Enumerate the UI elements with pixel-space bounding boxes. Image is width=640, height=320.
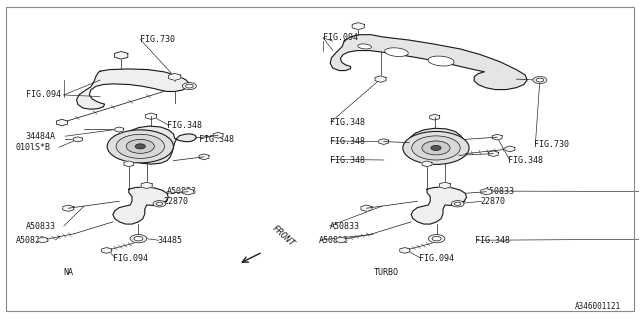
- Circle shape: [130, 235, 147, 243]
- Polygon shape: [113, 187, 168, 224]
- Text: 34485: 34485: [157, 236, 182, 245]
- Text: A50833: A50833: [26, 222, 56, 231]
- Text: 22870: 22870: [164, 197, 189, 206]
- Text: FIG.094: FIG.094: [26, 91, 61, 100]
- Polygon shape: [400, 248, 410, 253]
- Polygon shape: [375, 76, 386, 82]
- Circle shape: [533, 76, 547, 84]
- Circle shape: [432, 236, 441, 241]
- Text: 34484A: 34484A: [26, 132, 56, 141]
- Polygon shape: [505, 146, 515, 152]
- Polygon shape: [146, 113, 157, 119]
- Polygon shape: [77, 69, 189, 109]
- Circle shape: [182, 83, 196, 90]
- Polygon shape: [38, 237, 48, 243]
- Text: FIG.094: FIG.094: [113, 254, 148, 263]
- Text: FIG.348: FIG.348: [330, 137, 365, 146]
- Circle shape: [403, 132, 469, 164]
- Circle shape: [428, 235, 445, 243]
- Polygon shape: [492, 134, 502, 140]
- Text: FIG.348: FIG.348: [167, 121, 202, 130]
- Text: TURBO: TURBO: [374, 268, 399, 277]
- Circle shape: [107, 130, 173, 163]
- Circle shape: [116, 134, 164, 158]
- Circle shape: [454, 202, 461, 205]
- Polygon shape: [411, 187, 467, 224]
- Polygon shape: [213, 132, 223, 138]
- Polygon shape: [379, 139, 388, 144]
- Text: FIG.348: FIG.348: [199, 135, 234, 144]
- Polygon shape: [74, 137, 83, 142]
- Circle shape: [153, 201, 166, 207]
- Ellipse shape: [385, 48, 408, 57]
- Polygon shape: [336, 237, 346, 243]
- Circle shape: [536, 78, 543, 82]
- Text: 22870: 22870: [481, 197, 506, 206]
- Text: FIG.094: FIG.094: [419, 254, 454, 263]
- Text: A50833: A50833: [167, 187, 197, 196]
- Polygon shape: [124, 161, 134, 167]
- Text: FIG.730: FIG.730: [140, 35, 175, 44]
- Polygon shape: [102, 248, 111, 253]
- Text: A346001121: A346001121: [575, 302, 621, 311]
- Polygon shape: [115, 52, 128, 59]
- Polygon shape: [122, 126, 196, 164]
- Circle shape: [412, 136, 460, 160]
- Circle shape: [451, 201, 464, 207]
- Text: FIG.094: FIG.094: [323, 33, 358, 42]
- Polygon shape: [115, 127, 124, 132]
- Circle shape: [135, 144, 145, 149]
- Polygon shape: [488, 151, 499, 156]
- Polygon shape: [169, 73, 180, 80]
- Circle shape: [186, 84, 193, 88]
- Text: FIG.348: FIG.348: [330, 156, 365, 164]
- Polygon shape: [199, 154, 209, 160]
- Polygon shape: [352, 23, 364, 30]
- Polygon shape: [440, 182, 451, 188]
- Circle shape: [431, 145, 441, 150]
- Polygon shape: [409, 128, 465, 159]
- Text: FIG.730: FIG.730: [534, 140, 569, 149]
- Polygon shape: [422, 161, 432, 167]
- Polygon shape: [56, 119, 67, 126]
- Polygon shape: [182, 188, 194, 195]
- Polygon shape: [63, 205, 74, 212]
- Polygon shape: [361, 205, 372, 212]
- Polygon shape: [330, 35, 527, 90]
- Circle shape: [126, 140, 154, 153]
- Circle shape: [134, 236, 143, 241]
- Text: NA: NA: [64, 268, 74, 277]
- Ellipse shape: [358, 44, 371, 49]
- Circle shape: [156, 202, 163, 205]
- Text: FIG.348: FIG.348: [476, 236, 511, 245]
- Text: FIG.348: FIG.348: [330, 118, 365, 127]
- Text: FIG.348: FIG.348: [508, 156, 543, 164]
- Polygon shape: [429, 114, 440, 120]
- Text: FRONT: FRONT: [270, 223, 296, 248]
- Text: 010lS*B: 010lS*B: [15, 143, 51, 152]
- Text: A50822: A50822: [15, 236, 45, 245]
- Text: A50822: A50822: [319, 236, 349, 245]
- Circle shape: [422, 141, 450, 155]
- Text: A50833: A50833: [330, 222, 360, 231]
- Ellipse shape: [428, 56, 454, 66]
- Polygon shape: [141, 182, 152, 188]
- Polygon shape: [481, 188, 492, 195]
- Text: A50833: A50833: [484, 187, 515, 196]
